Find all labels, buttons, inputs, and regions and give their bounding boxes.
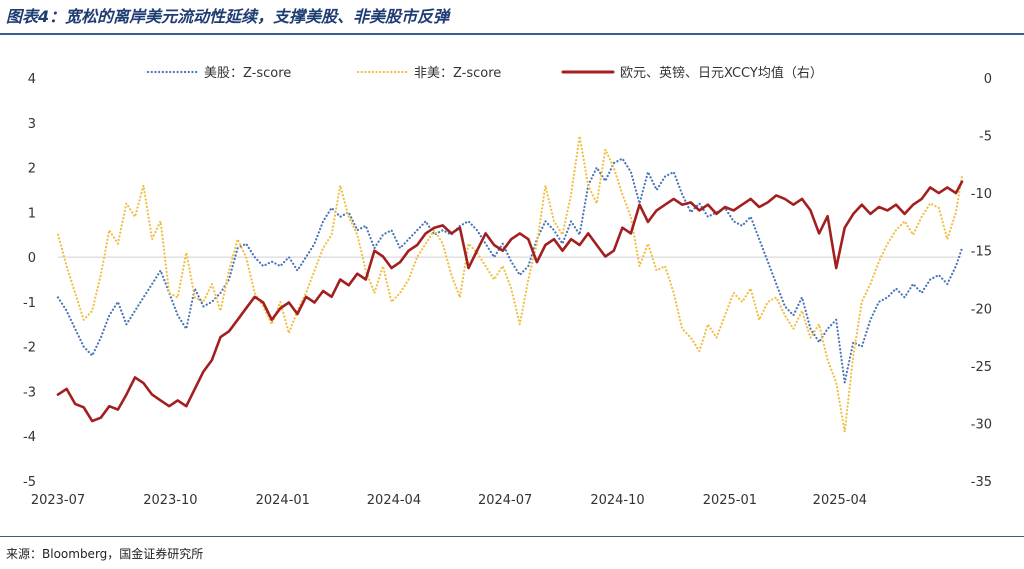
x-tick-label: 2023-10 [143,493,197,508]
y-left-tick-label: 3 [28,117,36,132]
legend: 美股：Z-score 非美：Z-score 欧元、英镑、日元XCCY均值（右） [146,65,823,81]
legend-label-2: 非美：Z-score [414,66,501,81]
y-left-tick-label: 4 [28,72,36,87]
legend-label-1: 美股：Z-score [204,66,291,81]
y-right-tick-label: -5 [979,130,992,145]
y-right-tick-label: -35 [971,475,992,490]
y-left-tick-label: 2 [28,162,36,177]
y-right-tick-label: -15 [971,245,992,260]
y-left-tick-label: -2 [23,341,36,356]
y-right-tick-label: -10 [971,187,992,202]
y-right-tick-label: -30 [971,417,992,432]
y-left-tick-label: -1 [23,296,36,311]
y-left-tick-label: -3 [23,385,36,400]
title-rule [0,33,1024,35]
series-line-1 [56,157,964,384]
x-tick-label: 2024-07 [478,493,532,508]
x-tick-label: 2024-10 [590,493,644,508]
y-right-tick-label: -25 [971,360,992,375]
source-rule [0,536,1024,537]
y-left-tick-label: 1 [28,206,36,221]
y-left-tick-label: 0 [28,251,36,266]
legend-label-3: 欧元、英镑、日元XCCY均值（右） [620,65,823,81]
series-line-3 [56,180,964,423]
source-note: 来源：Bloomberg，国金证券研究所 [6,547,204,561]
y-left-tick-label: -4 [23,430,36,445]
series-line-2 [56,135,964,433]
x-tick-label: 2024-01 [256,493,310,508]
y-right-tick-label: -20 [971,302,992,317]
x-tick-label: 2023-07 [31,493,85,508]
y-left-tick-label: -5 [23,475,36,490]
chart-title: 图表4：宽松的离岸美元流动性延续，支撑美股、非美股市反弹 [6,7,450,26]
x-tick-label: 2025-04 [813,493,867,508]
x-tick-label: 2025-01 [703,493,757,508]
x-tick-label: 2024-04 [367,493,421,508]
y-right-tick-label: 0 [984,72,992,87]
